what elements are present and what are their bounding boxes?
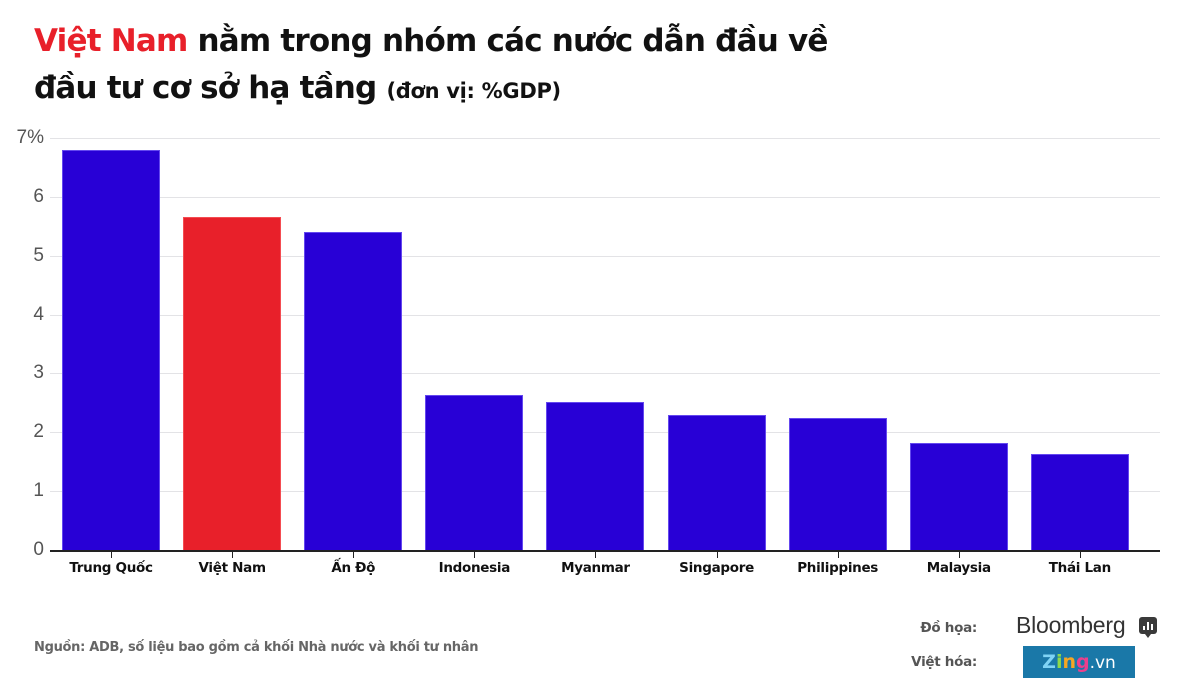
x-axis-label: Malaysia: [926, 560, 991, 576]
x-tick: [474, 551, 476, 558]
zing-suffix: .vn: [1089, 653, 1116, 673]
zing-letter: Z: [1042, 651, 1056, 673]
x-axis-label: Trung Quốc: [69, 560, 153, 576]
x-axis-line: [50, 550, 1160, 552]
x-tick: [232, 551, 234, 558]
y-tick-label: 2: [33, 421, 44, 443]
y-tick-label: 3: [33, 362, 44, 384]
y-tick-label: 4: [33, 303, 44, 325]
x-tick: [111, 551, 113, 558]
bar-7: [909, 442, 1008, 550]
title-line2: đầu tư cơ sở hạ tầng: [34, 70, 387, 106]
title-highlight: Việt Nam: [34, 23, 188, 59]
bloomberg-chart-icon: [1139, 617, 1157, 638]
chart-title: Việt Nam nằm trong nhóm các nước dẫn đầu…: [34, 18, 828, 115]
title-line1: nằm trong nhóm các nước dẫn đầu về: [187, 23, 828, 59]
source-note: Nguồn: ADB, số liệu bao gồm cả khối Nhà …: [34, 640, 479, 655]
x-axis-label: Thái Lan: [1048, 560, 1111, 576]
x-axis-label: Myanmar: [561, 560, 630, 576]
zing-letter: n: [1062, 651, 1076, 673]
bar-5: [667, 415, 766, 550]
x-axis-label: Ấn Độ: [331, 560, 376, 576]
zing-logo: Zing.vn: [1023, 646, 1135, 678]
gridline: [50, 373, 1160, 375]
gridline: [50, 138, 1160, 140]
y-tick-label: 6: [33, 185, 44, 207]
zing-letter: g: [1075, 651, 1090, 673]
y-tick-label: 5: [33, 244, 44, 266]
y-tick-label: 7%: [16, 127, 44, 149]
zing-letter: i: [1055, 651, 1063, 673]
gridline: [50, 314, 1160, 316]
bar-1: [183, 217, 282, 550]
bloomberg-logo: Bloomberg: [1016, 612, 1126, 638]
x-tick: [353, 551, 355, 558]
bar-2: [304, 232, 403, 550]
gridline: [50, 196, 1160, 198]
gridline: [50, 255, 1160, 257]
x-tick: [595, 551, 597, 558]
title-unit: (đơn vị: %GDP): [386, 79, 561, 103]
bar-8: [1030, 454, 1129, 550]
localized-credit-label: Việt hóa:: [911, 654, 977, 670]
bar-0: [62, 149, 161, 550]
x-axis-label: Philippines: [797, 560, 879, 576]
x-tick: [1079, 551, 1081, 558]
x-axis-label: Việt Nam: [198, 560, 267, 576]
x-axis-label: Indonesia: [438, 560, 511, 576]
bar-chart: 0 1 2 3 4 5 6 7% Trung Quốc Việt Nam Ấn Độ Indonesi…: [16, 127, 1160, 576]
y-tick-label: 1: [33, 480, 44, 502]
bar-6: [788, 418, 887, 550]
x-tick: [837, 551, 839, 558]
x-tick: [958, 551, 960, 558]
bar-3: [425, 395, 524, 550]
x-tick: [716, 551, 718, 558]
bar-4: [546, 402, 645, 550]
y-tick-label: 0: [33, 539, 44, 560]
graphics-credit-label: Đồ họa:: [920, 620, 977, 636]
x-axis-label: Singapore: [679, 560, 754, 576]
